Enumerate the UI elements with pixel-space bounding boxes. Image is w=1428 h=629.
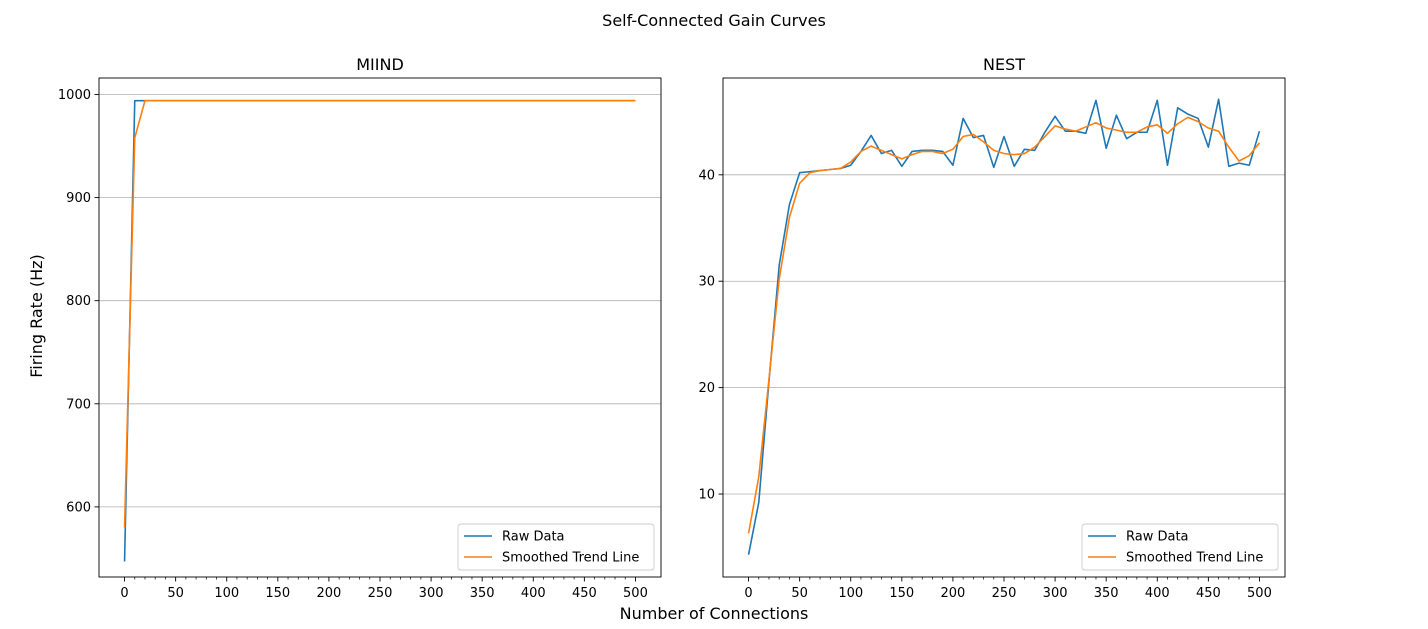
nest-legend: Raw Data Smoothed Trend Line [1081, 523, 1279, 571]
nest-x-tick-label: 500 [1247, 586, 1272, 601]
miind-y-tick-label: 800 [66, 294, 91, 309]
miind-x-tick-label: 250 [368, 586, 393, 601]
nest-x-tick-label: 100 [838, 586, 863, 601]
miind-x-tick-label: 100 [214, 586, 239, 601]
nest-panel-title: NEST [983, 55, 1025, 74]
nest-y-tick-label: 30 [698, 275, 715, 290]
miind-x-tick-label: 350 [470, 586, 495, 601]
miind-y-tick-label: 700 [66, 397, 91, 412]
nest-x-tick-label: 200 [940, 586, 965, 601]
nest-y-tick-label: 20 [698, 381, 715, 396]
nest-legend-label-smoothed-trend: Smoothed Trend Line [1126, 551, 1263, 566]
miind-legend-label-smoothed-trend: Smoothed Trend Line [502, 551, 639, 566]
miind-axes-frame [98, 77, 662, 578]
miind-x-tick-label: 450 [572, 586, 597, 601]
miind-x-tick-label: 400 [521, 586, 546, 601]
nest-x-tick-label: 50 [791, 586, 808, 601]
nest-x-tick-label: 450 [1196, 586, 1221, 601]
miind-legend: Raw Data Smoothed Trend Line [457, 523, 655, 571]
nest-y-tick-label: 40 [698, 168, 715, 183]
miind-x-tick-label: 150 [265, 586, 290, 601]
nest-panel: NEST 0 50 100 150 200 250 300 350 400 450 500 10 20 3… [698, 55, 1286, 601]
miind-y-tick-label: 1000 [58, 88, 91, 103]
miind-legend-label-raw-data: Raw Data [502, 530, 565, 545]
miind-x-tick-label: 0 [120, 586, 128, 601]
miind-y-tick-label: 900 [66, 191, 91, 206]
miind-x-tick-label: 50 [167, 586, 184, 601]
x-axis-label: Number of Connections [620, 604, 809, 623]
nest-y-tick-label: 10 [698, 488, 715, 503]
nest-x-tick-label: 350 [1094, 586, 1119, 601]
miind-panel-title: MIIND [356, 55, 404, 74]
miind-x-tick-label: 300 [419, 586, 444, 601]
nest-x-tick-label: 250 [992, 586, 1017, 601]
miind-legend-box [457, 523, 655, 571]
nest-x-tick-label: 0 [744, 586, 752, 601]
nest-raw-data-line [747, 98, 1261, 555]
nest-x-tick-label: 400 [1145, 586, 1170, 601]
nest-x-tick-label: 300 [1043, 586, 1068, 601]
miind-x-tick-label: 200 [316, 586, 341, 601]
nest-x-tick-label: 150 [889, 586, 914, 601]
miind-raw-data-line [123, 99, 636, 562]
nest-legend-box [1081, 523, 1279, 571]
nest-smoothed-trend-line [747, 116, 1261, 534]
y-axis-label: Firing Rate (Hz) [27, 254, 46, 378]
miind-panel: MIIND 0 50 100 150 200 250 300 350 400 450 500 600 7… [58, 55, 662, 601]
figure-title: Self-Connected Gain Curves [602, 11, 826, 30]
miind-y-tick-label: 600 [66, 500, 91, 515]
miind-x-tick-label: 500 [623, 586, 648, 601]
nest-legend-label-raw-data: Raw Data [1126, 530, 1189, 545]
miind-smoothed-trend-line [123, 99, 636, 528]
